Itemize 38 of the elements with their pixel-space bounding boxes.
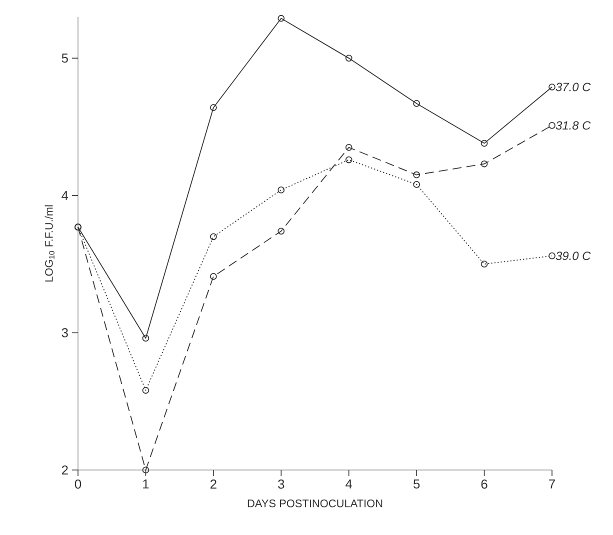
x-tick-label: 2 (210, 480, 216, 489)
point (210, 104, 217, 112)
x-tick-label: 7 (549, 480, 555, 488)
point (278, 14, 285, 22)
point (413, 171, 420, 178)
point (548, 122, 556, 129)
point (548, 84, 556, 90)
point (345, 144, 352, 151)
point (210, 273, 217, 280)
x-tick-label: 3 (278, 480, 284, 489)
y-tick-label: 2 (62, 465, 68, 475)
point (548, 252, 556, 260)
point (142, 466, 150, 474)
x-axis-title: DAYS POSTINOCULATION (248, 500, 382, 508)
x-tick-label: 5 (413, 480, 420, 489)
point (345, 54, 352, 62)
point (345, 156, 352, 164)
point (278, 186, 285, 194)
y-axis-title: LOG$_{10}$ F.F.U./ml (44, 205, 54, 282)
series-label: 37.0 C (556, 82, 591, 92)
y-tick-label: 5 (62, 54, 68, 63)
x-tick-label: 1 (143, 480, 149, 488)
point (480, 140, 488, 147)
point (413, 100, 420, 107)
point (278, 228, 285, 235)
y-tick-label: 4 (62, 191, 68, 200)
series-label: 31.8 C (556, 121, 591, 130)
point (480, 160, 488, 168)
y-tick-label: 3 (62, 328, 68, 338)
point (142, 386, 150, 394)
point (413, 181, 420, 188)
x-tick-label: 4 (346, 480, 352, 488)
point (142, 334, 150, 342)
x-tick-label: 6 (481, 480, 488, 489)
point (210, 233, 217, 240)
x-tick-label: 0 (74, 480, 82, 489)
series-label: 39.0 C (556, 252, 591, 260)
point (480, 260, 488, 268)
